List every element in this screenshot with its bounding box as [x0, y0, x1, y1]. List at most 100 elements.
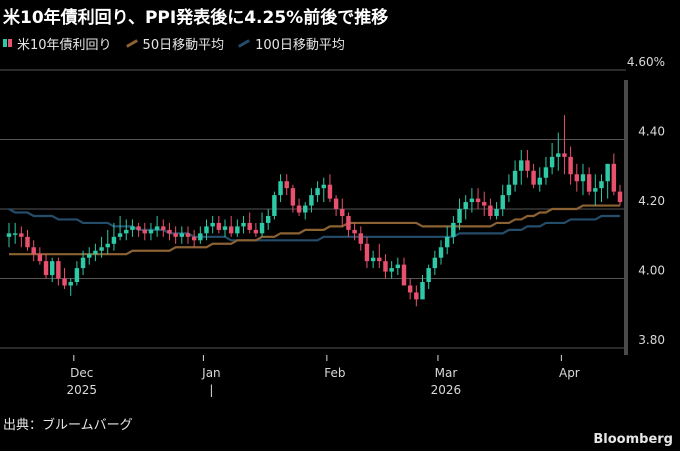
candle-body-down	[364, 243, 370, 262]
y-tick-label: 4.20	[638, 194, 665, 208]
candle-body-up	[512, 170, 518, 185]
candle-body-up	[519, 160, 524, 171]
candle-body-up	[506, 184, 512, 196]
candle-body-down	[377, 257, 382, 262]
candle-body-down	[574, 174, 580, 182]
candle-body-up	[556, 153, 561, 157]
candle-body-up	[605, 163, 610, 182]
x-year-label: 2026	[431, 383, 462, 397]
legend-label-ma100: 100日移動平均	[255, 37, 345, 53]
y-tick-label: 3.80	[638, 333, 665, 347]
candle-body-down	[346, 215, 351, 230]
candle-body-up	[321, 184, 326, 189]
candle-body-up	[148, 229, 154, 234]
legend-item-yield: 米10年債利回り	[3, 34, 112, 53]
candle-body-up	[303, 205, 308, 213]
candle-body-up	[259, 222, 265, 234]
candle-body-down	[562, 153, 567, 157]
candle-body-up	[599, 181, 604, 189]
candle-body-down	[383, 261, 388, 272]
candle-body-up	[537, 177, 542, 185]
candle-body-down	[31, 247, 36, 255]
candle-body-up	[117, 233, 123, 237]
candle-body-up	[389, 268, 394, 272]
candle-body-up	[395, 264, 401, 269]
candle-body-up	[198, 233, 203, 241]
candle-body-down	[414, 292, 419, 300]
chart-legend: 米10年債利回り 50日移動平均 100日移動平均	[3, 34, 359, 53]
candle-body-down	[358, 233, 364, 244]
candle-body-down	[173, 233, 178, 237]
candle-body-down	[475, 198, 481, 203]
candle-body-down	[19, 233, 24, 237]
candle-body-up	[278, 181, 283, 196]
candle-body-down	[407, 285, 413, 293]
candle-body-down	[161, 226, 166, 230]
candle-body-down	[142, 229, 147, 234]
candle-body-up	[457, 209, 462, 223]
candle-body-up	[6, 233, 12, 237]
candle-body-down	[482, 202, 487, 206]
candle-body-up	[68, 282, 73, 286]
candle-body-up	[99, 247, 104, 251]
candle-body-up	[210, 222, 215, 227]
x-year-label: 2025	[67, 383, 98, 397]
candle-body-up	[272, 195, 277, 216]
candle-body-up	[204, 226, 209, 234]
candle-body-down	[25, 236, 30, 248]
candle-body-down	[284, 181, 289, 189]
x-month-label: Dec	[70, 366, 93, 380]
candle-body-down	[531, 170, 536, 185]
candle-body-down	[191, 236, 197, 241]
candle-body-down	[62, 278, 67, 286]
candle-body-up	[494, 209, 499, 216]
candle-body-up	[179, 233, 185, 237]
y-tick-label: 4.00	[638, 264, 665, 278]
candle-body-down	[525, 160, 530, 171]
candle-body-down	[568, 156, 573, 175]
candle-body-down	[253, 229, 259, 234]
x-month-label: Jan	[201, 366, 221, 380]
candle-body-up	[426, 268, 431, 283]
candle-body-up	[154, 226, 160, 230]
y-tick-label: 4.60%	[627, 55, 665, 69]
candle-body-up	[235, 226, 240, 234]
candle-body-up	[543, 167, 549, 178]
ma50-line	[9, 204, 620, 256]
chart-title: 米10年債利回り、PPI発表後に4.25%前後で推移	[3, 8, 389, 28]
bloomberg-logo: Bloomberg	[593, 432, 673, 447]
candle-body-up	[130, 226, 135, 230]
candle-body-up	[463, 202, 468, 210]
candle-body-up	[80, 257, 86, 269]
candle-body-up	[370, 257, 376, 262]
candle-body-up	[49, 261, 55, 276]
candle-body-down	[185, 233, 191, 237]
candle-body-up	[105, 243, 110, 248]
candle-body-up	[549, 156, 555, 168]
legend-item-ma50: 50日移動平均	[125, 34, 224, 53]
candle-body-up	[265, 215, 271, 223]
candle-body-up	[93, 250, 98, 255]
candle-body-up	[500, 195, 505, 210]
candle-body-down	[617, 191, 623, 203]
legend-item-ma100: 100日移動平均	[238, 34, 345, 53]
x-year-label: |	[209, 383, 213, 397]
current-period-bar	[624, 80, 628, 355]
candle-body-up	[580, 174, 586, 182]
candle-body-up	[222, 226, 228, 230]
candle-body-down	[611, 163, 617, 192]
down-candle-swatch	[8, 39, 12, 47]
candle-body-down	[216, 222, 222, 230]
candle-body-up	[309, 195, 314, 206]
candle-body-up	[469, 198, 475, 203]
legend-label-yield: 米10年債利回り	[17, 37, 112, 53]
candle-body-up	[444, 236, 450, 248]
candle-body-up	[111, 236, 117, 244]
candle-body-up	[124, 229, 129, 234]
candle-body-down	[167, 229, 172, 234]
ma100-line	[8, 208, 620, 242]
candle-body-up	[315, 188, 320, 196]
candle-body-down	[228, 226, 234, 234]
candle-body-up	[74, 268, 80, 283]
